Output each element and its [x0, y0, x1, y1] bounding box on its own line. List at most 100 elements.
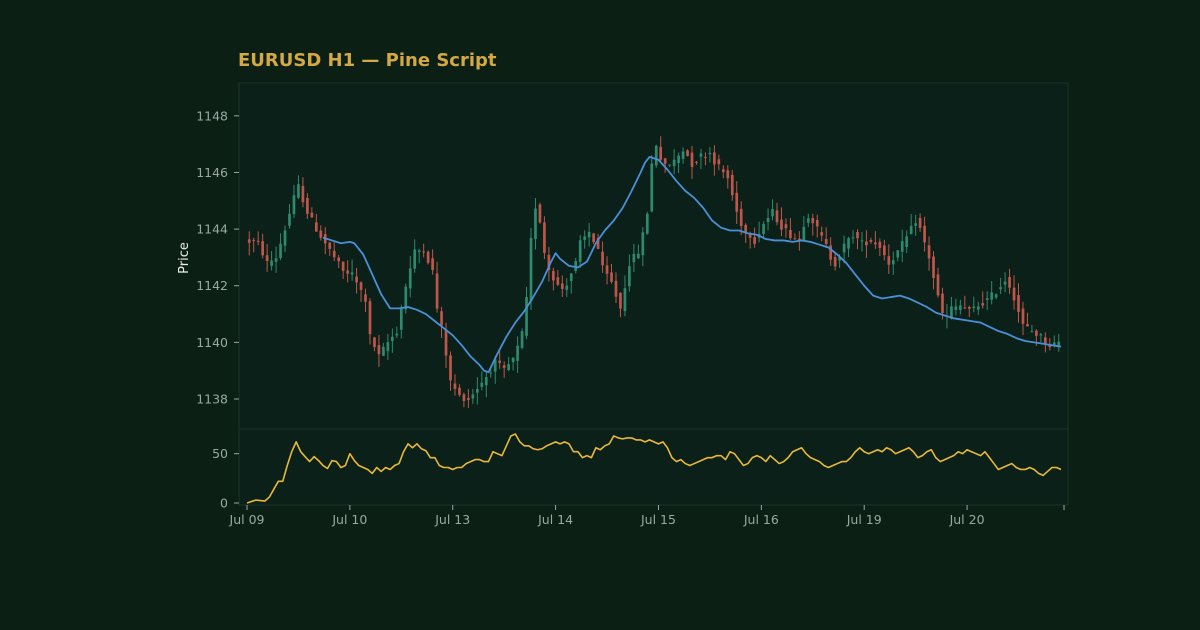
- candle-down: [444, 330, 448, 356]
- candle-down: [310, 212, 314, 218]
- candle-down: [462, 394, 466, 401]
- candle-down: [368, 301, 372, 335]
- candle-up: [350, 272, 354, 275]
- candle-down: [811, 217, 815, 224]
- candle-down: [780, 219, 783, 230]
- candle-up: [480, 382, 484, 387]
- candle-up: [587, 231, 591, 238]
- candle-down: [704, 156, 707, 158]
- candle-up: [645, 213, 649, 234]
- candle-down: [431, 258, 434, 271]
- candle-up: [972, 306, 976, 309]
- moving-average-line: [322, 155, 1062, 374]
- candle-up: [382, 346, 385, 356]
- candle-up: [905, 236, 909, 247]
- candle-down: [440, 311, 443, 326]
- candle-up: [838, 256, 841, 261]
- candle-down: [829, 245, 833, 260]
- candle-up: [860, 240, 864, 242]
- candle-up: [574, 260, 578, 271]
- candle-up: [654, 145, 658, 166]
- candle-up: [677, 155, 680, 164]
- candle-down: [592, 233, 595, 243]
- indicator-tick-label: 0: [220, 496, 228, 511]
- candle-up: [628, 266, 631, 287]
- candle-down: [721, 169, 725, 173]
- candle-down: [314, 222, 318, 232]
- candle-down: [923, 225, 926, 243]
- candle-down: [739, 208, 743, 227]
- candle-down: [967, 307, 971, 309]
- candle-down: [601, 251, 604, 266]
- candle-down: [538, 204, 542, 223]
- candle-down: [422, 251, 426, 253]
- candle-up: [623, 288, 627, 312]
- candle-up: [708, 152, 712, 155]
- candle-up: [471, 394, 475, 399]
- candle-down: [887, 256, 891, 265]
- candle-down: [775, 210, 779, 223]
- candle-down: [543, 222, 546, 253]
- candle-down: [865, 241, 868, 246]
- candle-up: [408, 268, 412, 289]
- candle-down: [247, 239, 251, 243]
- candle-down: [735, 192, 739, 212]
- candle-up: [288, 213, 291, 226]
- candle-up: [386, 342, 390, 352]
- candle-down: [1044, 337, 1047, 344]
- candle-down: [713, 152, 716, 165]
- candle-down: [815, 220, 819, 227]
- candle-down: [596, 237, 600, 249]
- candle-down: [256, 240, 260, 242]
- candle-down: [932, 256, 935, 278]
- candle-up: [994, 294, 998, 298]
- candle-up: [475, 389, 479, 393]
- candle-up: [489, 372, 493, 374]
- candle-down: [981, 303, 985, 306]
- candle-down: [610, 272, 613, 282]
- price-tick-label: 1140: [196, 335, 228, 350]
- candle-up: [391, 336, 394, 342]
- candle-down: [748, 233, 752, 238]
- candle-down: [328, 242, 332, 249]
- candle-down: [744, 224, 748, 233]
- candle-up: [578, 240, 582, 262]
- candle-up: [954, 306, 958, 310]
- y-axis-label: Price: [177, 242, 192, 274]
- price-tick-label: 1142: [196, 278, 228, 293]
- candle-down: [355, 276, 358, 283]
- x-tick-label: Jul 19: [846, 512, 882, 527]
- indicator-line: [246, 433, 1062, 504]
- x-tick-label: Jul 10: [331, 512, 367, 527]
- candle-up: [511, 357, 515, 363]
- candle-down: [717, 159, 721, 165]
- candle-down: [614, 280, 618, 297]
- candle-up: [681, 151, 685, 159]
- x-tick-label: Jul 20: [949, 512, 985, 527]
- candle-up: [766, 217, 770, 222]
- candle-up: [569, 273, 573, 281]
- candle-down: [726, 170, 730, 179]
- chart-title: EURUSD H1 — Pine Script: [238, 50, 497, 71]
- candle-down: [1021, 308, 1025, 324]
- candle-down: [619, 292, 622, 309]
- candle-up: [297, 184, 300, 198]
- candle-up: [699, 153, 703, 157]
- candle-down: [1035, 330, 1038, 336]
- candle-down: [364, 294, 367, 302]
- candle-down: [663, 158, 667, 164]
- candle-down: [936, 274, 940, 296]
- candle-up: [274, 258, 278, 262]
- candle-down: [261, 241, 264, 256]
- candle-up: [632, 254, 636, 263]
- candle-down: [502, 365, 506, 368]
- candle-up: [493, 359, 497, 372]
- x-tick-label: Jul 15: [640, 512, 676, 527]
- candle-down: [878, 241, 882, 249]
- candle-up: [802, 226, 806, 241]
- candle-down: [820, 232, 824, 236]
- candle-up: [914, 223, 917, 226]
- x-axis: Jul 09 Jul 10 Jul 13 Jul 14 Jul 15 Jul 16 Jul …: [229, 505, 1065, 527]
- candles-group: [247, 136, 1061, 408]
- candle-down: [927, 245, 931, 259]
